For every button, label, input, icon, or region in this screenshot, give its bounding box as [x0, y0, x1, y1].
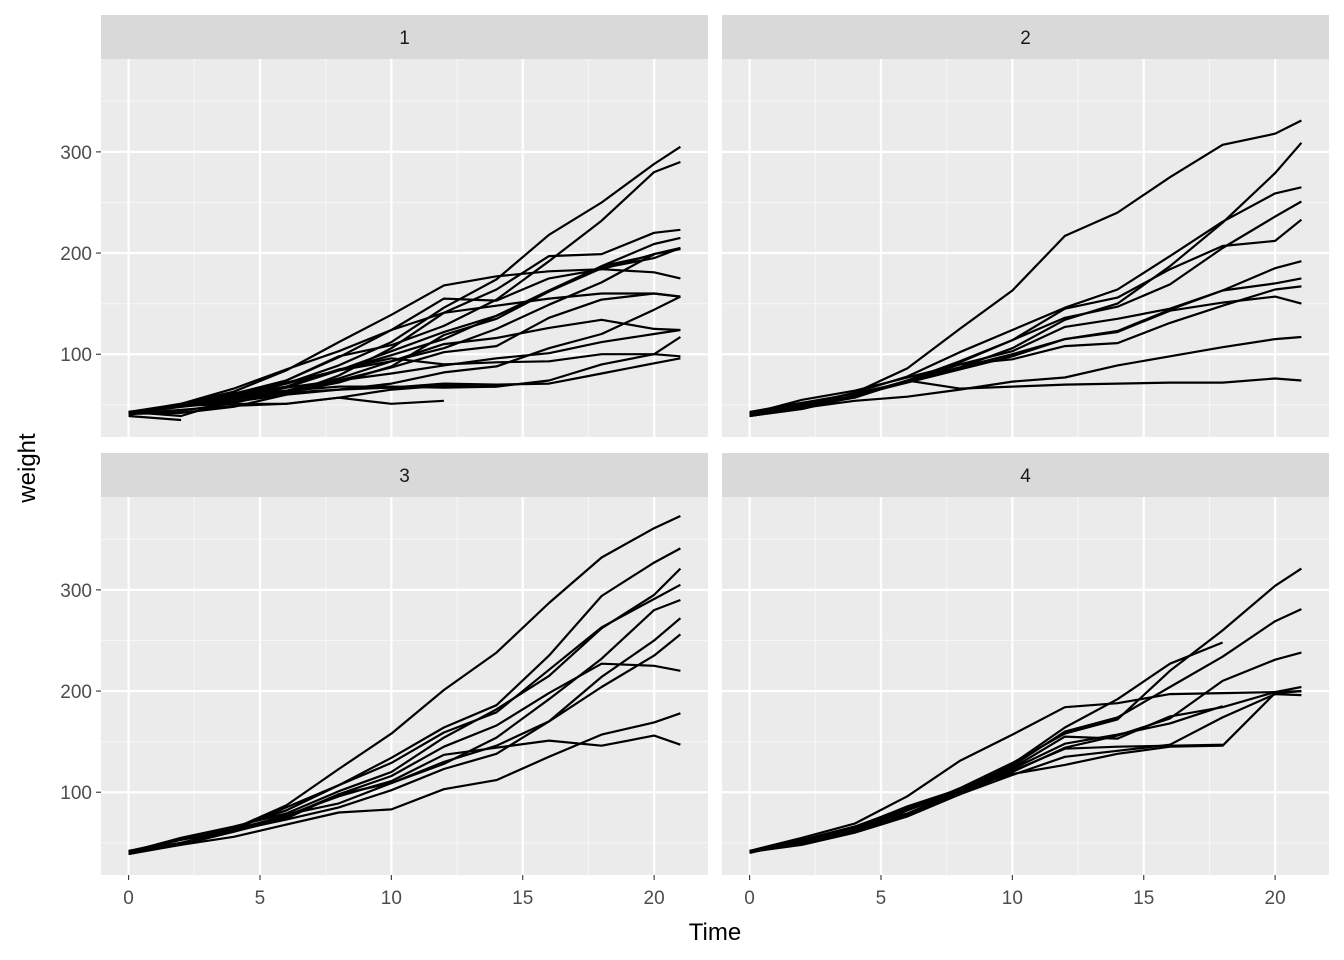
series-line-2-3 [749, 285, 1302, 415]
facet-panel-2: 2 [722, 15, 1329, 437]
x-tick-label: 5 [876, 888, 887, 909]
series-line-2-9 [749, 218, 1303, 418]
facet-strip-label: 2 [1020, 28, 1031, 49]
y-tick-label: 300 [60, 581, 92, 602]
facet-strip [101, 453, 708, 497]
series-line-3-9 [128, 617, 682, 852]
panel-background [722, 497, 1329, 875]
series-line-1-15 [128, 160, 681, 415]
panel-background [722, 59, 1329, 437]
facet-strip-label: 1 [399, 28, 410, 49]
series-line-1-19 [128, 247, 681, 414]
series-line-2-6 [749, 186, 1302, 416]
x-tick-label: 15 [512, 888, 533, 909]
x-tick-label: 15 [1133, 888, 1154, 909]
facet-panels: 1 100 200 300 2 3 100 200 300 0 5 10 15 20 4 0 5 10 15 20 [60, 15, 1329, 909]
facet-strip [722, 453, 1329, 497]
x-tick-label: 20 [1265, 888, 1286, 909]
series-line-4-3 [749, 690, 1302, 852]
y-tick-label: 200 [60, 682, 92, 703]
x-axis-title: Time [689, 919, 741, 946]
x-tick-label: 0 [744, 888, 755, 909]
series-line-1-16 [128, 384, 497, 415]
series-line-1-9 [128, 353, 681, 414]
x-tick-label: 10 [1002, 888, 1023, 909]
series-line-3-10 [128, 567, 682, 853]
facet-panel-4: 4 0 5 10 15 20 [722, 453, 1329, 909]
series-line-3-5 [128, 515, 681, 853]
x-tick-label: 0 [123, 888, 134, 909]
series-line-1-13 [128, 357, 681, 415]
x-tick-label: 20 [644, 888, 665, 909]
y-tick-label: 100 [60, 783, 92, 804]
panel-background [101, 497, 708, 875]
series-line-4-9 [749, 567, 1303, 852]
y-tick-label: 200 [60, 244, 92, 265]
series-line-4-7 [749, 705, 1223, 853]
series-line-2-1 [749, 335, 1302, 415]
facet-strip [101, 15, 708, 59]
facet-strip [722, 15, 1329, 59]
y-axis-title: weight [14, 433, 41, 504]
panel-background [101, 59, 708, 437]
x-tick-label: 5 [255, 888, 266, 909]
series-line-2-11 [749, 295, 1302, 414]
y-tick-label: 300 [60, 143, 92, 164]
series-line-3-4 [128, 547, 681, 853]
facet-panel-1: 1 100 200 300 [60, 15, 708, 437]
series-line-1-5 [128, 228, 681, 415]
series-line-1-11 [128, 268, 681, 413]
facet-strip-label: 3 [399, 466, 410, 487]
facet-panel-3: 3 100 200 300 0 5 10 15 20 [60, 453, 708, 909]
series-line-4-4 [749, 690, 1302, 852]
y-tick-label: 100 [60, 345, 92, 366]
series-line-1-17 [128, 414, 182, 422]
series-line-1-20 [128, 336, 682, 415]
x-tick-label: 10 [381, 888, 402, 909]
facet-strip-label: 4 [1020, 466, 1031, 487]
series-line-4-10 [749, 743, 1223, 853]
series-line-3-7 [128, 712, 681, 853]
